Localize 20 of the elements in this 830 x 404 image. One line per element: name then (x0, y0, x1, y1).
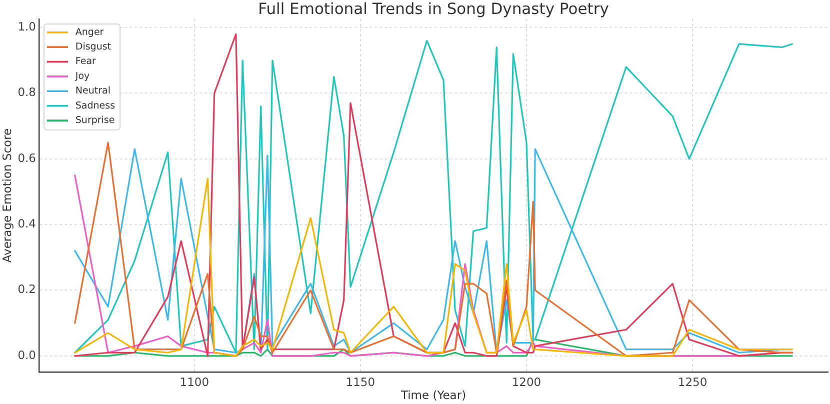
legend-label: Joy (74, 70, 90, 82)
x-tick-label: 1150 (346, 374, 376, 389)
y-tick-label: 0.6 (18, 150, 36, 165)
x-tick-label: 1250 (678, 374, 708, 389)
y-tick-label: 1.0 (18, 20, 36, 34)
y-tick-label: 0.2 (18, 282, 36, 296)
x-axis-title: Time (Year) (400, 388, 466, 402)
chart-title: Full Emotional Trends in Song Dynasty Poetry (258, 0, 609, 18)
legend-label: Fear (75, 56, 96, 68)
x-tick-label: 1200 (512, 374, 542, 389)
y-tick-label: 0.0 (18, 348, 36, 362)
legend-label: Anger (75, 26, 104, 38)
y-tick-label: 0.8 (18, 85, 36, 100)
legend-label: Neutral (75, 86, 110, 97)
y-tick-label: 0.4 (18, 216, 36, 231)
legend-label: Sadness (75, 100, 116, 112)
legend-label: Surprise (75, 115, 115, 126)
legend-label: Disgust (75, 42, 112, 53)
x-tick-label: 1100 (180, 374, 210, 389)
y-axis-title: Average Emotion Score (0, 128, 14, 263)
